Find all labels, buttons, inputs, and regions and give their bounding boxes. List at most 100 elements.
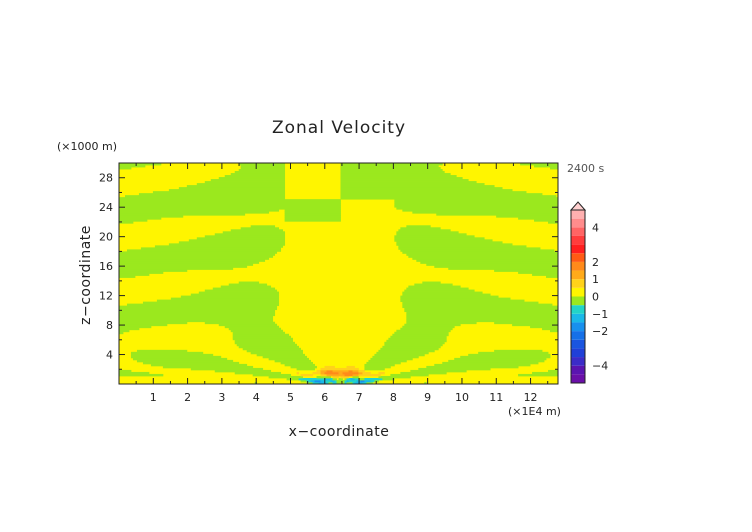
- field-cell: [384, 343, 443, 347]
- field-cell: [119, 253, 276, 256]
- field-cell: [426, 263, 558, 266]
- field-cell: [214, 369, 272, 373]
- field-cell: [119, 263, 254, 266]
- field-cell: [520, 163, 558, 166]
- field-cell: [119, 203, 341, 206]
- field-cell: [364, 363, 395, 367]
- field-cell: [372, 355, 419, 359]
- field-cell: [246, 349, 303, 353]
- field-cell: [420, 261, 558, 264]
- field-cell: [532, 273, 558, 276]
- field-cell: [442, 361, 539, 365]
- field-cell: [340, 197, 558, 200]
- field-cell: [316, 375, 331, 379]
- field-cell: [119, 309, 276, 313]
- field-cell: [119, 271, 164, 274]
- field-cell: [340, 169, 443, 172]
- colorbar-bin: [571, 348, 585, 358]
- x-scale-label: (×1E4 m): [508, 405, 561, 418]
- field-cell: [119, 199, 341, 202]
- field-cell: [404, 323, 461, 327]
- colorbar-bin: [571, 253, 585, 262]
- field-cell: [414, 283, 453, 286]
- field-cell: [364, 365, 391, 369]
- field-cell: [119, 317, 274, 321]
- x-axis-label: x−coordinate: [289, 424, 390, 440]
- colorbar-bin: [571, 331, 585, 340]
- colorbar-bin: [571, 374, 585, 383]
- field-cell: [496, 215, 558, 218]
- field-cell: [342, 371, 359, 375]
- field-cell: [119, 255, 274, 258]
- field-cell: [378, 371, 385, 375]
- field-cell: [394, 199, 558, 202]
- field-cell: [460, 355, 551, 359]
- field-cell: [326, 381, 329, 384]
- field-cell: [344, 373, 353, 377]
- field-cell: [234, 371, 282, 375]
- field-cell: [468, 353, 551, 357]
- x-axis: 1 2 3 4 5 6 7 8 9 10 11 12: [135, 163, 549, 404]
- field-cell: [410, 369, 467, 373]
- colorbar-label: −1: [592, 308, 608, 321]
- field-cell: [340, 183, 485, 186]
- field-cell: [436, 213, 558, 216]
- field-cell: [284, 363, 315, 367]
- y-scale-label: (×1000 m): [57, 140, 117, 153]
- field-cell: [119, 211, 270, 214]
- field-cell: [434, 363, 531, 367]
- field-cell: [152, 191, 286, 194]
- field-cell: [416, 259, 558, 262]
- field-cell: [119, 251, 278, 254]
- field-cell: [352, 373, 359, 377]
- field-cell: [242, 347, 301, 351]
- field-cell: [119, 201, 341, 204]
- field-cell: [196, 183, 286, 186]
- x-tick-label: 10: [455, 391, 469, 404]
- field-cell: [136, 349, 188, 353]
- field-cell: [238, 163, 286, 166]
- field-cell: [119, 273, 150, 276]
- field-cell: [119, 261, 260, 264]
- field-cell: [312, 381, 319, 384]
- field-cell: [130, 355, 222, 359]
- colorbar-label: 4: [592, 221, 599, 234]
- field-cell: [119, 307, 278, 311]
- field-cell: [119, 373, 164, 377]
- field-cell: [404, 307, 558, 311]
- field-cell: [542, 327, 558, 331]
- field-cell: [320, 379, 325, 383]
- field-cell: [346, 377, 351, 381]
- field-cell: [518, 373, 558, 377]
- field-cell: [404, 289, 475, 292]
- field-cell: [398, 247, 541, 250]
- field-cell: [119, 311, 276, 315]
- field-cell: [332, 375, 339, 379]
- colorbar-bin: [571, 210, 585, 219]
- field-cell: [142, 361, 240, 365]
- field-cell: [204, 181, 286, 184]
- field-cell: [336, 379, 345, 383]
- field-cell: [330, 379, 335, 383]
- field-cell: [402, 251, 558, 254]
- field-cell: [388, 337, 447, 341]
- field-cell: [190, 293, 280, 296]
- y-tick-label: 16: [99, 260, 113, 273]
- field-cell: [320, 369, 327, 373]
- field-cell: [340, 173, 451, 176]
- field-cell: [218, 323, 278, 327]
- field-cell: [119, 331, 124, 335]
- field-cell: [400, 295, 499, 299]
- colorbar-label: 1: [592, 273, 599, 286]
- field-cell: [352, 375, 359, 379]
- colorbar-bin: [571, 235, 585, 245]
- field-cell: [298, 377, 325, 381]
- field-cell: [344, 381, 347, 384]
- field-cell: [518, 271, 558, 274]
- field-cell: [358, 369, 365, 373]
- colorbar-frame: [570, 209, 586, 384]
- y-tick-label: 28: [99, 172, 113, 185]
- plot-frame: [118, 162, 559, 385]
- field-cell: [119, 197, 286, 200]
- field-cell: [378, 375, 411, 379]
